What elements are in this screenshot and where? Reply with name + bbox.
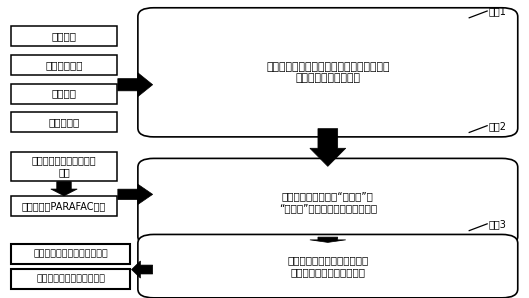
FancyBboxPatch shape [11,26,117,46]
Text: 步骤3: 步骤3 [488,219,506,229]
Text: 激光诱导时间分辟荧光光谱测量系统的搭建
＆系统最优参数的确定: 激光诱导时间分辟荧光光谱测量系统的搭建 ＆系统最优参数的确定 [266,61,389,83]
Text: 步骤2: 步骤2 [488,121,506,131]
FancyBboxPatch shape [11,152,117,181]
Text: 结合地理化学分析数据的检验: 结合地理化学分析数据的检验 [33,249,108,258]
Text: 延时系统: 延时系统 [51,89,77,99]
Text: 油气成藏关键时刻的确定技术
＆主要检测手段的对比研究: 油气成藏关键时刻的确定技术 ＆主要检测手段的对比研究 [287,255,368,277]
FancyBboxPatch shape [138,8,518,137]
Text: 非线性内核PARAFAC方法: 非线性内核PARAFAC方法 [22,201,106,212]
FancyBboxPatch shape [11,196,117,216]
Text: 步骤1: 步骤1 [488,6,506,16]
Text: 基于时间分辟荧光的“微观油”及
“宏观油”多维光谱数据的数据挖掘: 基于时间分辟荧光的“微观油”及 “宏观油”多维光谱数据的数据挖掘 [279,191,377,213]
FancyBboxPatch shape [138,159,518,245]
Text: 快速探测器: 快速探测器 [48,117,80,127]
Polygon shape [118,73,153,97]
FancyBboxPatch shape [11,243,130,264]
Text: 特征提取和分类识别训练
方法: 特征提取和分类识别训练 方法 [32,156,96,177]
Polygon shape [51,182,77,196]
Polygon shape [310,129,346,166]
Text: 结合包裹体地质信息的检验: 结合包裹体地质信息的检验 [36,274,105,283]
Polygon shape [310,237,346,242]
FancyBboxPatch shape [11,83,117,104]
FancyBboxPatch shape [11,112,117,132]
FancyBboxPatch shape [138,235,518,298]
FancyBboxPatch shape [11,55,117,75]
Text: 显微成像系统: 显微成像系统 [45,60,83,70]
Text: 激发光源: 激发光源 [51,31,77,41]
Polygon shape [118,184,153,204]
Polygon shape [132,261,153,278]
FancyBboxPatch shape [11,269,130,289]
